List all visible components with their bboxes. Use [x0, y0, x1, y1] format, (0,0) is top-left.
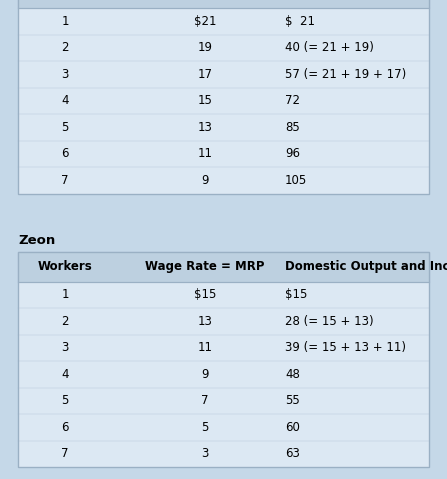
- Text: 13: 13: [198, 121, 212, 134]
- Text: 105: 105: [285, 174, 307, 187]
- Text: Wage Rate = MRP: Wage Rate = MRP: [145, 260, 265, 273]
- Text: $15: $15: [194, 288, 216, 301]
- Bar: [18, 251, 429, 467]
- Text: $  21: $ 21: [285, 15, 315, 28]
- Text: 28 (= 15 + 13): 28 (= 15 + 13): [285, 315, 374, 328]
- Bar: [18, 0, 429, 8]
- Text: Zeon: Zeon: [18, 233, 55, 247]
- Text: 1: 1: [61, 15, 69, 28]
- Text: 7: 7: [61, 447, 69, 460]
- Text: 48: 48: [285, 368, 300, 381]
- Text: 5: 5: [201, 421, 209, 434]
- Text: 85: 85: [285, 121, 300, 134]
- Text: 17: 17: [198, 68, 212, 81]
- Text: 3: 3: [61, 68, 69, 81]
- Text: 11: 11: [198, 341, 212, 354]
- Text: 72: 72: [285, 94, 300, 107]
- Text: 7: 7: [61, 174, 69, 187]
- Text: 6: 6: [61, 147, 69, 160]
- Text: 57 (= 21 + 19 + 17): 57 (= 21 + 19 + 17): [285, 68, 406, 81]
- Bar: [18, 0, 429, 194]
- Text: 3: 3: [201, 447, 209, 460]
- Text: 2: 2: [61, 41, 69, 54]
- Text: 55: 55: [285, 394, 300, 407]
- Text: 1: 1: [61, 288, 69, 301]
- Text: 7: 7: [201, 394, 209, 407]
- Text: 5: 5: [61, 121, 69, 134]
- Text: $15: $15: [285, 288, 308, 301]
- Text: 13: 13: [198, 315, 212, 328]
- Text: $21: $21: [194, 15, 216, 28]
- Bar: [18, 251, 429, 467]
- Text: 63: 63: [285, 447, 300, 460]
- Text: 9: 9: [201, 174, 209, 187]
- Text: 5: 5: [61, 394, 69, 407]
- Text: 19: 19: [198, 41, 212, 54]
- Text: 2: 2: [61, 315, 69, 328]
- Text: 9: 9: [201, 368, 209, 381]
- Bar: [18, 251, 429, 282]
- Text: 4: 4: [61, 94, 69, 107]
- Text: 3: 3: [61, 341, 69, 354]
- Text: Domestic Output and Income: Domestic Output and Income: [285, 260, 447, 273]
- Text: 4: 4: [61, 368, 69, 381]
- Text: 39 (= 15 + 13 + 11): 39 (= 15 + 13 + 11): [285, 341, 406, 354]
- Text: 60: 60: [285, 421, 300, 434]
- Text: 96: 96: [285, 147, 300, 160]
- Text: 15: 15: [198, 94, 212, 107]
- Text: 6: 6: [61, 421, 69, 434]
- Bar: [18, 0, 429, 194]
- Text: Workers: Workers: [38, 260, 93, 273]
- Text: 11: 11: [198, 147, 212, 160]
- Text: 40 (= 21 + 19): 40 (= 21 + 19): [285, 41, 374, 54]
